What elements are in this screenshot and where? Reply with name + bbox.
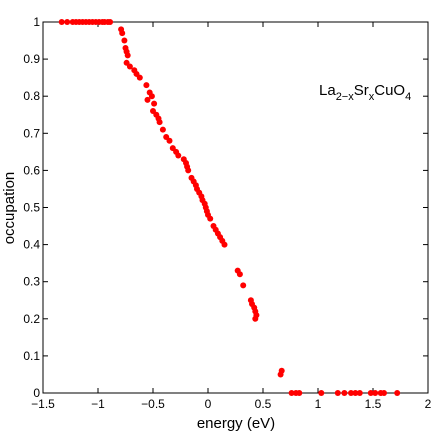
data-point bbox=[367, 390, 374, 396]
data-point bbox=[240, 282, 247, 289]
x-tick-label: 1 bbox=[315, 397, 322, 411]
data-point bbox=[236, 271, 243, 278]
data-point bbox=[144, 96, 151, 103]
annotation-mid: Sr bbox=[354, 82, 369, 99]
y-tick-label: 0.9 bbox=[23, 52, 40, 66]
data-point bbox=[166, 137, 173, 144]
data-point bbox=[148, 93, 155, 100]
data-point bbox=[334, 390, 341, 396]
data-point bbox=[175, 152, 182, 159]
data-point bbox=[372, 390, 379, 396]
x-axis-label: energy (eV) bbox=[197, 415, 275, 432]
data-point bbox=[296, 390, 303, 396]
scatter-series bbox=[58, 19, 401, 396]
data-point bbox=[318, 390, 325, 396]
data-point bbox=[394, 390, 401, 396]
annotation-sub1: 2−x bbox=[336, 91, 355, 103]
data-point bbox=[207, 215, 214, 222]
y-tick-label: 0.6 bbox=[23, 163, 40, 177]
plot-frame bbox=[42, 21, 429, 394]
y-tick-label: 0.3 bbox=[23, 275, 40, 289]
x-tick-label: −1 bbox=[91, 397, 105, 411]
data-point bbox=[143, 82, 150, 89]
annotation-formula: La2−xSrxCuO4 bbox=[319, 82, 411, 103]
data-point bbox=[356, 390, 363, 396]
x-tick-label: −1.5 bbox=[31, 397, 55, 411]
data-point bbox=[151, 100, 158, 107]
y-tick-label: 0.4 bbox=[23, 238, 40, 252]
y-tick-label: 0.2 bbox=[23, 312, 40, 326]
data-point bbox=[277, 371, 284, 378]
y-axis: 0 0.1 0.2 0.3 0.4 0.5 0.6 0.7 0.8 0.9 1 bbox=[23, 15, 428, 400]
data-point bbox=[288, 390, 295, 396]
x-tick-label: 2 bbox=[425, 397, 432, 411]
annotation-sub2: x bbox=[369, 91, 375, 103]
data-point bbox=[121, 37, 128, 44]
data-point bbox=[221, 241, 228, 248]
x-tick-label: 0.5 bbox=[255, 397, 272, 411]
y-tick-label: 0.5 bbox=[23, 201, 40, 215]
y-tick-label: 0.7 bbox=[23, 126, 40, 140]
data-point bbox=[58, 19, 65, 25]
y-tick-label: 0 bbox=[33, 386, 40, 400]
data-point bbox=[136, 74, 143, 81]
y-tick-label: 0.8 bbox=[23, 89, 40, 103]
annotation-mid2: CuO bbox=[374, 82, 405, 99]
data-point bbox=[348, 390, 354, 396]
y-axis-label: occupation bbox=[1, 172, 18, 245]
data-point bbox=[341, 390, 348, 396]
data-point bbox=[124, 52, 131, 59]
x-tick-label: 1.5 bbox=[365, 397, 382, 411]
data-point bbox=[156, 119, 163, 126]
data-point bbox=[119, 30, 126, 37]
annotation-base: La bbox=[319, 82, 336, 99]
data-point bbox=[352, 390, 359, 396]
data-point bbox=[159, 126, 166, 133]
data-point bbox=[381, 390, 387, 396]
data-point bbox=[126, 63, 133, 70]
data-point bbox=[107, 19, 114, 25]
data-point bbox=[252, 315, 259, 322]
annotation-sub3: 4 bbox=[405, 91, 411, 103]
x-tick-label: 0 bbox=[205, 397, 212, 411]
x-tick-label: −0.5 bbox=[141, 397, 165, 411]
data-point bbox=[185, 167, 192, 174]
y-tick-label: 1 bbox=[33, 15, 40, 29]
x-axis: −1.5 −1 −0.5 0 0.5 1 1.5 2 bbox=[31, 22, 432, 411]
y-tick-label: 0.1 bbox=[23, 349, 40, 363]
data-point bbox=[64, 19, 71, 25]
